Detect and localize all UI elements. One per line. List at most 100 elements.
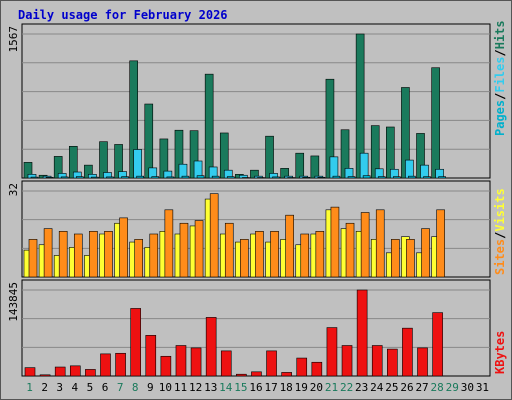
sites-bar <box>104 231 113 278</box>
sites-bar <box>58 231 68 278</box>
x-tick-label: 25 <box>385 381 398 394</box>
legend-entry: Visits <box>493 188 507 231</box>
hits-bar <box>295 152 305 179</box>
sites-bar <box>73 233 83 278</box>
legend-hits-files-pages: Pages/Files/Hits <box>493 20 507 136</box>
pages-bar <box>423 176 431 179</box>
sites-bar <box>375 209 385 278</box>
sites-bar <box>255 231 264 278</box>
kbytes-bar <box>417 347 428 377</box>
pages-bar <box>362 175 371 179</box>
sites-bar <box>270 231 279 278</box>
kbytes-bar <box>85 369 96 377</box>
kbytes-bar <box>432 312 443 377</box>
x-tick-label: 31 <box>476 381 489 394</box>
x-tick-label: 16 <box>249 381 262 394</box>
x-tick-label: 17 <box>264 381 277 394</box>
x-tick-label: 13 <box>204 381 217 394</box>
sites-bar <box>406 239 415 278</box>
legend-entry: Sites <box>493 239 507 275</box>
files-bar <box>420 164 429 179</box>
legend-visits-sites: Sites/Visits <box>493 188 507 275</box>
pages-bar <box>45 176 54 179</box>
legend-entry: Files <box>493 57 507 93</box>
sites-bar <box>209 193 219 278</box>
x-tick-label: 28 <box>431 381 444 394</box>
kbytes-bar <box>311 361 323 377</box>
pages-bar <box>226 176 235 179</box>
kbytes-bar <box>266 350 277 377</box>
kbytes-bar <box>371 345 383 377</box>
chart-title: Daily usage for February 2026 <box>18 8 228 22</box>
pages-bar <box>211 175 220 179</box>
y-max-label: 143845 <box>7 282 20 322</box>
kbytes-bar <box>220 350 232 377</box>
sites-bar <box>436 209 445 278</box>
x-tick-label: 19 <box>295 381 308 394</box>
sites-bar <box>149 233 159 278</box>
y-max-label: 1567 <box>7 26 20 53</box>
legend-text: Sites/Visits <box>493 188 507 275</box>
legend-separator: / <box>493 93 507 100</box>
kbytes-bar <box>341 345 353 377</box>
pages-bar <box>196 175 205 179</box>
pages-bar <box>30 176 39 179</box>
kbytes-bar <box>115 352 126 377</box>
pages-bar <box>121 176 129 179</box>
hits-bar <box>204 73 214 179</box>
hits-bar <box>431 67 440 179</box>
legend-entry: / <box>493 232 507 239</box>
sites-bar <box>164 209 174 278</box>
kbytes-bar <box>236 373 247 377</box>
kbytes-bar <box>160 355 172 377</box>
kbytes-bar <box>296 357 308 377</box>
legend-entry: Pages <box>493 100 507 136</box>
hits-bar <box>144 103 154 179</box>
kbytes-bar <box>251 371 262 377</box>
files-bar <box>359 152 369 179</box>
pages-bar <box>332 175 341 179</box>
kbytes-bar <box>402 327 413 377</box>
files-bar <box>329 156 339 179</box>
sites-bar <box>224 222 234 278</box>
pages-bar <box>347 176 356 179</box>
x-tick-label: 7 <box>117 381 124 394</box>
sites-bar <box>421 228 430 278</box>
pages-bar <box>136 175 144 179</box>
legend-entry: Hits <box>493 20 507 49</box>
x-tick-label: 9 <box>147 381 154 394</box>
sites-bar <box>119 217 128 278</box>
sites-bar <box>43 228 53 278</box>
x-tick-label: 1 <box>26 381 33 394</box>
x-tick-label: 18 <box>280 381 293 394</box>
kbytes-bar <box>54 366 66 377</box>
legend-text: KBytes <box>493 331 507 374</box>
sites-bar <box>240 239 249 278</box>
y-max-label: 32 <box>7 183 20 196</box>
x-tick-label: 10 <box>159 381 172 394</box>
sites-bar <box>89 231 98 278</box>
x-tick-label: 8 <box>132 381 139 394</box>
legend-text: Pages/Files/Hits <box>493 20 507 136</box>
x-tick-label: 26 <box>400 381 413 394</box>
x-tick-label: 22 <box>340 381 353 394</box>
pages-bar <box>272 176 280 179</box>
x-tick-label: 15 <box>234 381 247 394</box>
legend-entry: KBytes <box>493 331 507 374</box>
x-tick-label: 24 <box>370 381 384 394</box>
pages-bar <box>106 176 114 179</box>
x-tick-label: 11 <box>174 381 187 394</box>
pages-bar <box>317 176 326 179</box>
x-tick-label: 5 <box>87 381 94 394</box>
kbytes-bar <box>387 348 398 377</box>
kbytes-bar <box>39 374 51 377</box>
kbytes-bar <box>326 327 338 377</box>
kbytes-bar <box>205 317 217 377</box>
pages-bar <box>181 175 190 179</box>
x-tick-label: 29 <box>446 381 459 394</box>
sites-bar <box>285 214 294 278</box>
x-tick-label: 6 <box>102 381 109 394</box>
kbytes-bar <box>130 308 141 377</box>
x-tick-label: 14 <box>219 381 233 394</box>
